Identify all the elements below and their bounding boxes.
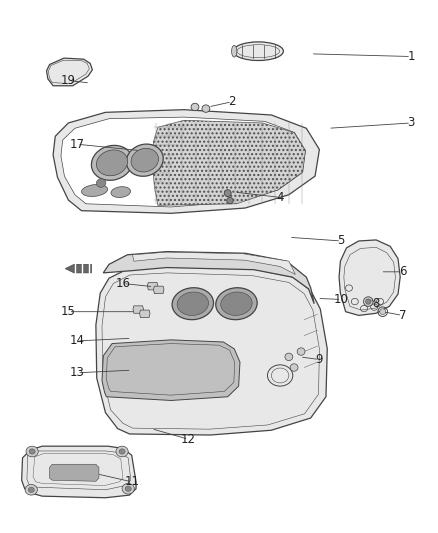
Text: 1: 1 [407,50,415,63]
Ellipse shape [202,105,210,112]
Text: 12: 12 [181,433,196,446]
Ellipse shape [28,487,34,492]
Polygon shape [46,58,92,86]
Polygon shape [140,310,150,318]
Text: 11: 11 [124,475,139,488]
Text: 10: 10 [334,293,349,306]
Ellipse shape [26,446,38,457]
Ellipse shape [285,353,293,361]
Polygon shape [148,282,158,290]
Text: 6: 6 [399,265,406,278]
Ellipse shape [233,42,283,61]
Polygon shape [53,110,319,213]
Text: 17: 17 [70,138,85,151]
Polygon shape [49,464,99,481]
Polygon shape [102,340,240,400]
Text: 3: 3 [407,117,415,130]
Polygon shape [339,240,400,316]
Ellipse shape [25,484,37,495]
Ellipse shape [125,486,131,491]
Ellipse shape [119,449,125,454]
Ellipse shape [122,483,134,494]
Text: 13: 13 [70,366,85,379]
Ellipse shape [290,364,298,371]
Ellipse shape [92,146,133,180]
Text: 15: 15 [61,305,76,318]
Text: 2: 2 [228,95,236,108]
Ellipse shape [131,148,159,172]
Ellipse shape [297,348,305,356]
Polygon shape [103,252,314,304]
Ellipse shape [191,103,199,111]
Ellipse shape [96,150,127,176]
Ellipse shape [29,449,35,454]
Ellipse shape [116,446,128,457]
Text: 14: 14 [70,334,85,348]
Polygon shape [133,306,144,313]
Ellipse shape [221,292,252,316]
Text: 5: 5 [338,235,345,247]
Ellipse shape [172,288,214,320]
Text: 4: 4 [276,191,284,204]
Ellipse shape [126,144,163,176]
Ellipse shape [224,190,231,197]
Polygon shape [153,286,164,294]
Ellipse shape [364,297,373,306]
Ellipse shape [226,197,233,204]
Text: 16: 16 [116,277,131,290]
Polygon shape [21,446,136,498]
Ellipse shape [216,288,257,320]
Ellipse shape [232,45,237,57]
Ellipse shape [380,309,386,314]
Text: 8: 8 [372,297,380,310]
Polygon shape [65,264,92,273]
Text: 19: 19 [61,74,76,87]
Ellipse shape [96,179,106,187]
Polygon shape [96,266,327,435]
Ellipse shape [111,187,131,197]
Text: 7: 7 [399,309,406,322]
Polygon shape [61,117,305,207]
Ellipse shape [177,292,208,316]
Ellipse shape [81,184,108,197]
Polygon shape [133,252,295,274]
Ellipse shape [366,299,371,304]
Polygon shape [152,120,305,205]
Text: 9: 9 [316,353,323,366]
